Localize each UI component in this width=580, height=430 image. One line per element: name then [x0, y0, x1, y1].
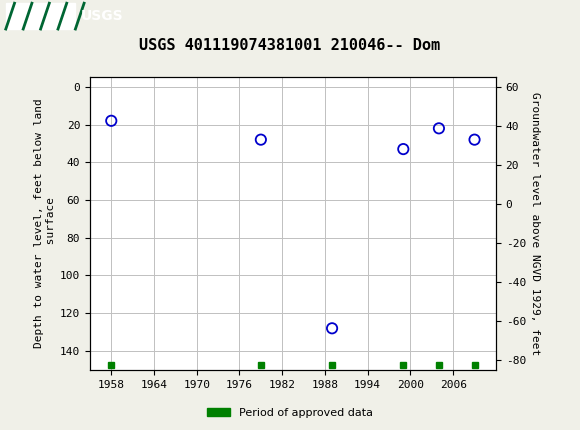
Text: USGS: USGS [81, 9, 124, 23]
Point [107, 117, 116, 124]
Y-axis label: Groundwater level above NGVD 1929, feet: Groundwater level above NGVD 1929, feet [530, 92, 540, 355]
Y-axis label: Depth to water level, feet below land
 surface: Depth to water level, feet below land su… [34, 99, 56, 348]
Bar [6, 3, 75, 29]
Point [398, 146, 408, 153]
Point [434, 125, 444, 132]
Point [470, 136, 479, 143]
Point [328, 325, 337, 332]
Legend: Period of approved data: Period of approved data [203, 403, 377, 422]
Point [256, 136, 266, 143]
Text: USGS 401119074381001 210046-- Dom: USGS 401119074381001 210046-- Dom [139, 38, 441, 52]
